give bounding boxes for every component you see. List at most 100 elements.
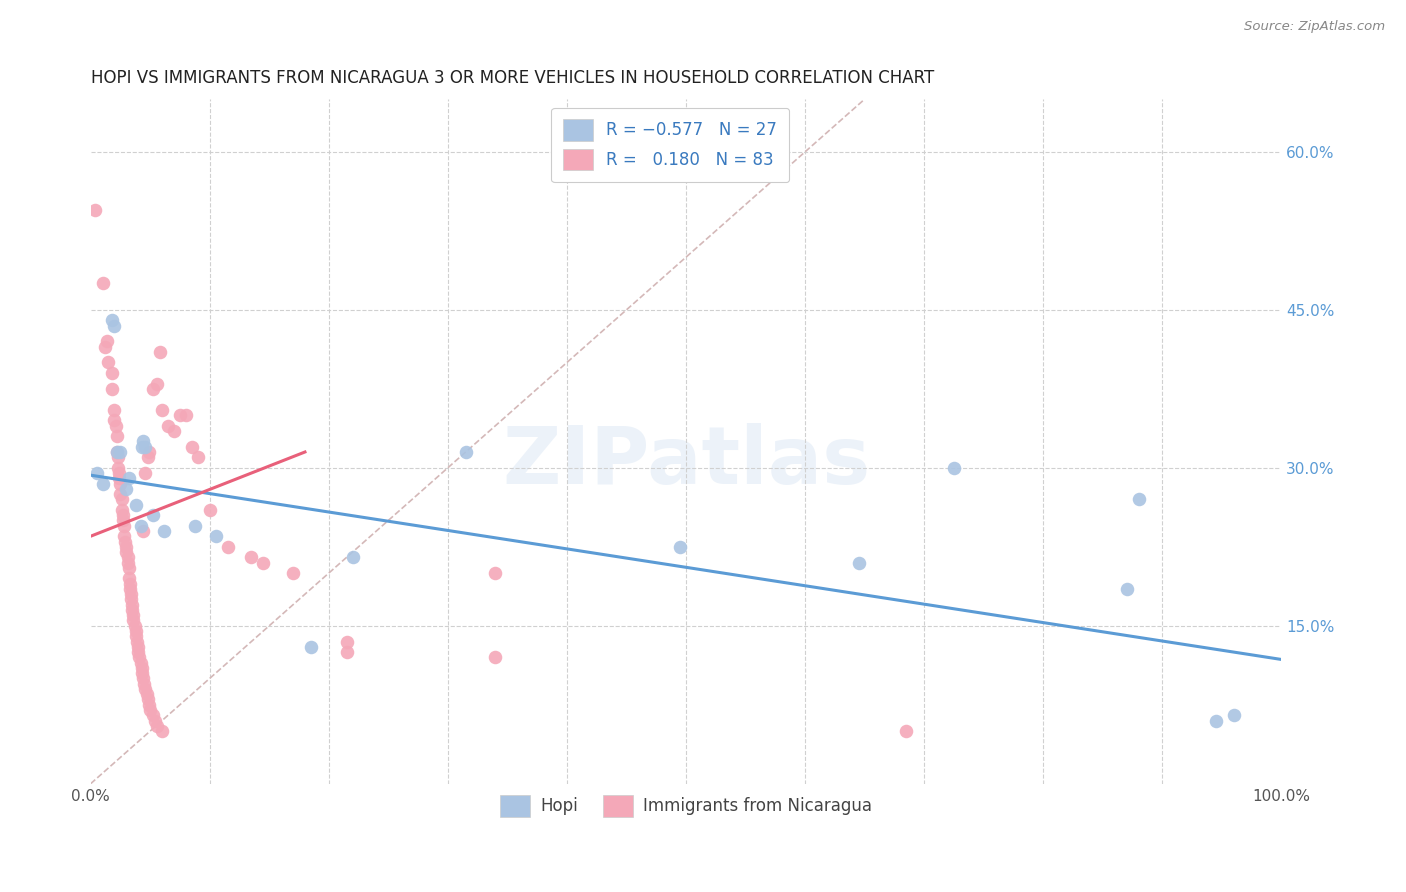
Point [108,471,131,485]
Point [131,666,153,681]
Point [134,676,156,690]
Point [299,640,322,654]
Point [107,460,129,475]
Point [252,556,274,570]
Point [896,724,918,739]
Point [122,614,145,628]
Point [118,561,141,575]
Point [96,334,118,349]
Point [1205,714,1227,728]
Point [150,402,173,417]
Point [118,471,141,485]
Point [115,482,138,496]
Point [132,434,155,449]
Text: HOPI VS IMMIGRANTS FROM NICARAGUA 3 OR MORE VEHICLES IN HOUSEHOLD CORRELATION CH: HOPI VS IMMIGRANTS FROM NICARAGUA 3 OR M… [90,69,934,87]
Point [129,656,152,670]
Point [120,587,142,601]
Point [91,277,114,291]
Point [118,582,141,596]
Point [118,576,141,591]
Point [240,550,263,565]
Point [101,313,124,327]
Point [114,534,136,549]
Point [117,550,139,565]
Point [101,382,124,396]
Point [84,202,107,217]
Point [146,719,169,733]
Point [138,698,160,712]
Point [101,366,124,380]
Point [131,661,153,675]
Point [110,503,132,517]
Point [124,619,146,633]
Point [108,466,131,480]
Point [1128,492,1150,507]
Legend: Hopi, Immigrants from Nicaragua: Hopi, Immigrants from Nicaragua [494,789,879,823]
Point [97,355,120,369]
Point [669,540,692,554]
Point [110,445,132,459]
Point [153,524,176,538]
Point [110,492,132,507]
Point [163,424,186,438]
Point [121,603,143,617]
Point [115,545,138,559]
Point [217,540,239,554]
Point [484,650,506,665]
Point [132,524,155,538]
Point [103,413,125,427]
Point [134,466,156,480]
Point [150,724,173,739]
Point [105,445,128,459]
Point [336,645,359,659]
Point [139,703,162,717]
Point [156,418,179,433]
Point [103,318,125,333]
Point [180,440,202,454]
Point [115,540,138,554]
Point [112,518,135,533]
Point [110,476,132,491]
Point [204,529,226,543]
Point [125,498,148,512]
Point [103,402,125,417]
Point [105,429,128,443]
Point [131,440,153,454]
Point [149,345,172,359]
Point [484,566,506,580]
Point [104,418,127,433]
Point [125,624,148,638]
Point [342,550,364,565]
Point [174,408,197,422]
Point [146,376,169,391]
Point [111,513,134,527]
Point [136,450,159,465]
Point [848,556,870,570]
Point [143,714,166,728]
Point [454,445,477,459]
Point [134,681,156,696]
Point [112,529,135,543]
Point [141,382,163,396]
Text: ZIPatlas: ZIPatlas [502,423,870,501]
Point [121,598,143,612]
Point [1115,582,1137,596]
Point [187,450,209,465]
Point [127,640,149,654]
Point [105,445,128,459]
Point [138,445,160,459]
Point [336,634,359,648]
Point [125,629,148,643]
Point [94,340,117,354]
Point [110,487,132,501]
Point [127,645,149,659]
Point [132,672,155,686]
Point [141,508,163,523]
Text: Source: ZipAtlas.com: Source: ZipAtlas.com [1244,20,1385,33]
Point [107,450,129,465]
Point [122,608,145,623]
Point [198,503,221,517]
Point [128,650,150,665]
Point [169,408,191,422]
Point [136,692,159,706]
